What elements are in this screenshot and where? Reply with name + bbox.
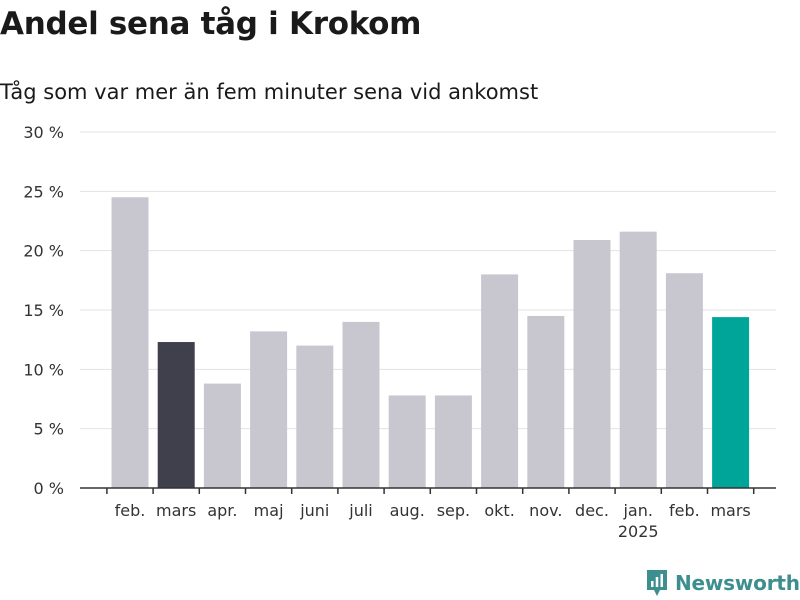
x-axis: feb. mars apr. maj juni juli aug. sep. okt. nov. d… — [80, 487, 776, 541]
newsworthy-logo-icon — [647, 570, 667, 596]
x-tick-label: juli — [348, 501, 372, 520]
y-tick-label: 0 % — [34, 479, 64, 498]
x-tick-label: feb. — [669, 501, 700, 520]
x-tick-label: jan. — [622, 501, 652, 520]
x-tick-sublabel: 2025 — [618, 522, 659, 541]
chart-title: Andel sena tåg i Krokom — [0, 6, 422, 42]
bar — [342, 321, 380, 488]
y-tick-label: 25 % — [23, 182, 64, 201]
x-tick-label: okt. — [484, 501, 514, 520]
y-tick-label: 10 % — [23, 360, 64, 379]
bar — [434, 395, 472, 488]
x-tick-label: mars — [156, 501, 196, 520]
grid-lines — [80, 131, 776, 430]
bar — [296, 345, 334, 488]
x-tick-label: apr. — [207, 501, 237, 520]
bar — [665, 273, 703, 488]
brand-name: Newsworthy — [675, 571, 800, 595]
bar — [250, 331, 288, 488]
bar — [712, 317, 750, 488]
y-tick-label: 15 % — [23, 301, 64, 320]
x-tick-label: nov. — [529, 501, 562, 520]
bar — [573, 239, 611, 488]
bar — [619, 231, 657, 488]
y-axis: 0 % 5 % 10 % 15 % 20 % 25 % 30 % — [23, 123, 64, 498]
bar — [527, 315, 565, 488]
x-tick-label: maj — [254, 501, 284, 520]
bar — [111, 197, 149, 488]
x-tick-label: aug. — [390, 501, 425, 520]
bars — [111, 197, 750, 488]
x-tick-label: sep. — [437, 501, 470, 520]
y-tick-label: 20 % — [23, 242, 64, 261]
x-tick-label: juni — [299, 501, 329, 520]
newsworthy-logo: Newsworthy — [645, 568, 800, 598]
bar — [203, 383, 241, 488]
x-tick-label: mars — [710, 501, 750, 520]
y-tick-label: 30 % — [23, 123, 64, 142]
y-tick-label: 5 % — [34, 420, 64, 439]
x-tick-label: dec. — [575, 501, 609, 520]
chart-subtitle: Tåg som var mer än fem minuter sena vid … — [0, 80, 539, 104]
bar — [157, 342, 195, 488]
x-tick-label: feb. — [115, 501, 146, 520]
bar-chart: 0 % 5 % 10 % 15 % 20 % 25 % 30 % feb. mars apr. m… — [23, 123, 776, 541]
bar — [388, 395, 426, 488]
bar — [481, 274, 519, 488]
